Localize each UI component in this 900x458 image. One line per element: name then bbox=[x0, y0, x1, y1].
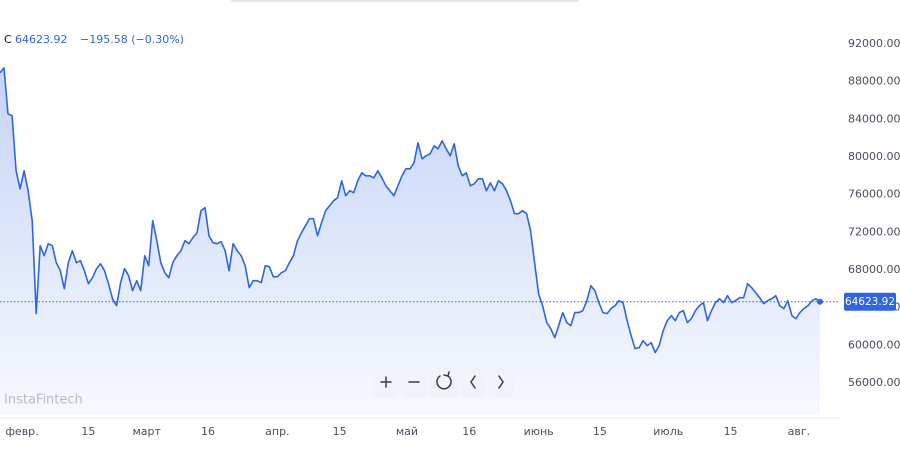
area bbox=[0, 67, 820, 416]
zoom-in-button[interactable] bbox=[373, 366, 399, 398]
x-tick-label: февр. bbox=[6, 425, 39, 438]
last-price-badge-label: 64623.92 bbox=[845, 296, 895, 308]
x-tick-label: март bbox=[132, 425, 161, 438]
zoom-out-button[interactable] bbox=[401, 366, 427, 398]
x-tick-label: июнь bbox=[524, 425, 554, 438]
x-tick-label: авг. bbox=[788, 425, 811, 438]
y-tick-label: 92000.00 bbox=[848, 37, 900, 50]
y-tick-label: 76000.00 bbox=[848, 188, 900, 201]
y-tick-label: 56000.00 bbox=[848, 376, 900, 389]
y-tick-label: 60000.00 bbox=[848, 338, 900, 351]
x-tick-label: 15 bbox=[81, 425, 95, 438]
toolbar bbox=[373, 366, 514, 398]
x-tick-label: 16 bbox=[201, 425, 215, 438]
y-tick-label: 68000.00 bbox=[848, 263, 900, 276]
y-tick-label: 84000.00 bbox=[848, 112, 900, 125]
last-price-badge bbox=[844, 292, 896, 311]
last-price: 64623.92 bbox=[15, 33, 68, 46]
scroll-left-button[interactable] bbox=[460, 366, 486, 398]
x-tick-label: апр. bbox=[265, 425, 289, 438]
price-label: C bbox=[4, 33, 12, 46]
x-tick-label: май bbox=[396, 425, 418, 438]
x-tick-label: 15 bbox=[724, 425, 738, 438]
price-line bbox=[0, 67, 821, 354]
scroll-right-button[interactable] bbox=[488, 366, 514, 398]
last-point bbox=[817, 298, 823, 305]
price-change: −195.58 (−0.30%) bbox=[80, 33, 184, 46]
plot-area bbox=[0, 67, 840, 416]
x-tick-label: 16 bbox=[462, 425, 476, 438]
scrollbar[interactable] bbox=[230, 0, 580, 2]
x-tick-label: 15 bbox=[333, 425, 347, 438]
reset-button[interactable] bbox=[430, 366, 458, 398]
x-tick-label: июль bbox=[653, 425, 683, 438]
y-tick-label: 72000.00 bbox=[848, 225, 900, 238]
y-tick-label: 80000.00 bbox=[848, 150, 900, 163]
watermark: InstaFintech bbox=[4, 393, 83, 408]
x-tick-label: 15 bbox=[593, 425, 607, 438]
y-tick-label: 88000.00 bbox=[848, 75, 900, 88]
